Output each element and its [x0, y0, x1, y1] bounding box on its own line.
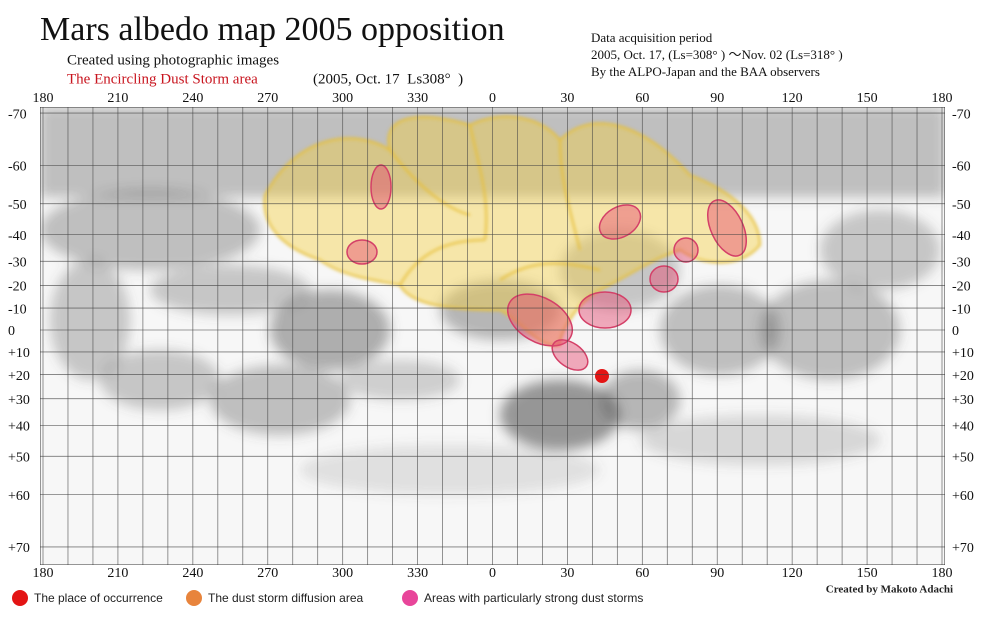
credit: Created by Makoto Adachi — [826, 584, 953, 596]
longitude-label-bottom: 210 — [107, 566, 128, 581]
latitude-label-right: -10 — [952, 302, 971, 317]
latitude-label-right: 0 — [952, 324, 959, 339]
latitude-label-right: +70 — [952, 541, 974, 556]
longitude-label-bottom: 300 — [332, 566, 353, 581]
latitude-label-right: -20 — [952, 280, 971, 295]
latitude-label-left: -10 — [8, 302, 27, 317]
longitude-label-bottom: 60 — [635, 566, 649, 581]
latitude-label-left: -60 — [8, 160, 27, 175]
longitude-label-bottom: 90 — [710, 566, 724, 581]
longitude-label-bottom: 270 — [257, 566, 278, 581]
longitude-label-bottom: 30 — [560, 566, 574, 581]
legend-swatch — [186, 590, 202, 606]
acquisition-line: By the ALPO-Japan and the BAA observers — [591, 64, 820, 79]
longitude-label-top: 120 — [782, 91, 803, 106]
longitude-label-top: 30 — [560, 91, 574, 106]
legend-label: The dust storm diffusion area — [208, 591, 364, 605]
latitude-label-right: -50 — [952, 198, 971, 213]
occurrence-point — [595, 369, 609, 383]
acquisition-line: 2005, Oct. 17, (Ls=308° ) ～Nov. 02 (Ls=3… — [591, 47, 843, 62]
longitude-label-top: 60 — [635, 91, 649, 106]
latitude-label-left: 0 — [8, 324, 15, 339]
longitude-label-top: 180 — [33, 91, 54, 106]
longitude-label-top: 180 — [932, 91, 953, 106]
longitude-label-top: 210 — [107, 91, 128, 106]
subtitle: Created using photographic images — [67, 52, 279, 68]
latitude-label-left: -30 — [8, 256, 27, 271]
latitude-label-left: -50 — [8, 198, 27, 213]
longitude-label-bottom: 180 — [33, 566, 54, 581]
title: Mars albedo map 2005 opposition — [40, 11, 505, 48]
latitude-label-left: +60 — [8, 489, 30, 504]
legend-swatch — [402, 590, 418, 606]
longitude-label-top: 330 — [407, 91, 428, 106]
map-area — [40, 107, 945, 565]
longitude-label-bottom: 120 — [782, 566, 803, 581]
longitude-label-bottom: 150 — [857, 566, 878, 581]
latitude-label-right: -40 — [952, 229, 971, 244]
latitude-label-right: -30 — [952, 256, 971, 271]
latitude-label-left: -40 — [8, 229, 27, 244]
longitude-label-bottom: 240 — [182, 566, 203, 581]
latitude-label-left: +70 — [8, 541, 30, 556]
latitude-label-left: +40 — [8, 420, 30, 435]
latitude-label-left: +20 — [8, 369, 30, 384]
legend-label: Areas with particularly strong dust stor… — [424, 591, 643, 605]
latitude-label-left: +50 — [8, 451, 30, 466]
longitude-label-top: 0 — [489, 91, 496, 106]
latitude-label-left: -20 — [8, 280, 27, 295]
latitude-label-left: +10 — [8, 346, 30, 361]
grid — [40, 107, 945, 565]
latitude-label-right: +10 — [952, 346, 974, 361]
latitude-label-right: -70 — [952, 107, 971, 122]
latitude-label-left: -70 — [8, 107, 27, 122]
ticks: 1801802102102402402702703003003303300030… — [8, 91, 974, 581]
storm-note: The Encircling Dust Storm area — [67, 71, 258, 87]
longitude-label-bottom: 180 — [932, 566, 953, 581]
latitude-label-right: +50 — [952, 451, 974, 466]
latitude-label-right: +20 — [952, 369, 974, 384]
longitude-label-top: 300 — [332, 91, 353, 106]
storm-date: (2005, Oct. 17 Ls308° ) — [313, 71, 463, 87]
latitude-label-right: +30 — [952, 393, 974, 408]
legend-label: The place of occurrence — [34, 591, 163, 605]
legend-swatch — [12, 590, 28, 606]
longitude-label-top: 240 — [182, 91, 203, 106]
legend: The place of occurrence The dust storm di… — [12, 590, 643, 606]
latitude-label-left: +30 — [8, 393, 30, 408]
latitude-label-right: +40 — [952, 420, 974, 435]
longitude-label-bottom: 0 — [489, 566, 496, 581]
longitude-label-top: 150 — [857, 91, 878, 106]
latitude-label-right: +60 — [952, 489, 974, 504]
longitude-label-top: 270 — [257, 91, 278, 106]
longitude-label-bottom: 330 — [407, 566, 428, 581]
latitude-label-right: -60 — [952, 160, 971, 175]
longitude-label-top: 90 — [710, 91, 724, 106]
acquisition-line: Data acquisition period — [591, 30, 713, 45]
